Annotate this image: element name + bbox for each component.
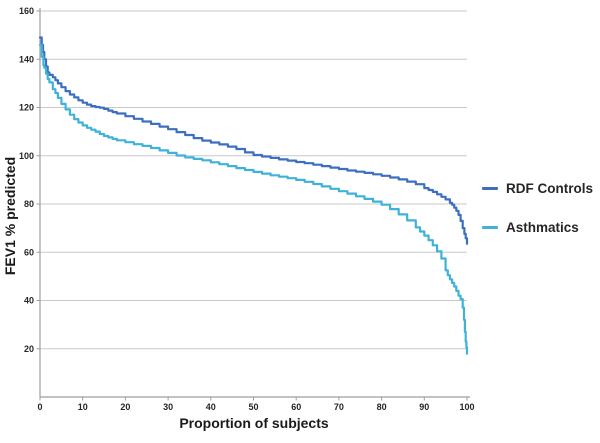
x-tick-label-90: 90	[419, 402, 429, 412]
series-line-asthmatics	[38, 43, 469, 355]
y-tick-label-80: 80	[24, 199, 34, 209]
axes	[39, 8, 470, 398]
y-tick-label-140: 140	[19, 54, 34, 64]
legend: RDF Controls Asthmatics	[482, 180, 593, 258]
tick-labels: 20 40 60 80 100 120 140 160 0 10 20 30 40 50 60 70 80 90 1…	[19, 6, 475, 412]
x-axis-title: Proportion of subjects	[179, 415, 329, 431]
x-tick-label-40: 40	[206, 402, 216, 412]
rdf-controls-line-swatch-icon	[482, 186, 498, 190]
x-tick-label-70: 70	[334, 402, 344, 412]
legend-label-rdf-controls: RDF Controls	[506, 180, 593, 196]
x-tick-label-80: 80	[377, 402, 387, 412]
y-tick-label-60: 60	[24, 247, 34, 257]
x-tick-label-50: 50	[248, 402, 258, 412]
x-tick-label-20: 20	[120, 402, 130, 412]
x-tick-label-30: 30	[163, 402, 173, 412]
x-tick-label-10: 10	[78, 402, 88, 412]
legend-label-asthmatics: Asthmatics	[506, 219, 579, 235]
asthmatics-line-swatch-icon	[482, 225, 498, 229]
x-tick-label-100: 100	[459, 402, 474, 412]
x-tick-label-0: 0	[37, 402, 42, 412]
y-tick-label-40: 40	[24, 296, 34, 306]
series-line-rdf-controls	[38, 36, 469, 245]
data-series-lines	[38, 36, 469, 355]
y-axis-title: FEV1 % predicted	[2, 157, 18, 275]
y-tick-label-100: 100	[19, 151, 34, 161]
tick-marks	[36, 10, 468, 401]
y-tick-label-160: 160	[19, 6, 34, 16]
x-tick-label-60: 60	[291, 402, 301, 412]
y-tick-label-20: 20	[24, 344, 34, 354]
legend-item-rdf-controls: RDF Controls	[482, 180, 593, 196]
legend-item-asthmatics: Asthmatics	[482, 219, 593, 235]
y-tick-label-120: 120	[19, 103, 34, 113]
